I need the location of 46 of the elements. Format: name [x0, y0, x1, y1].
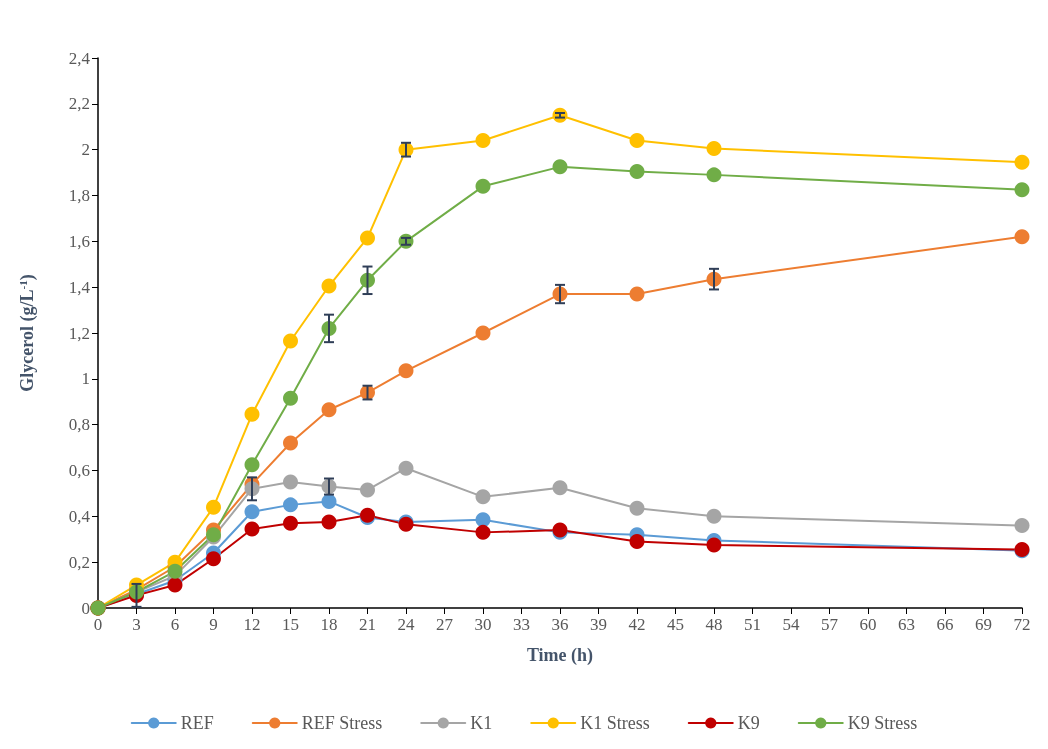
x-tick-label: 48	[705, 615, 723, 634]
x-tick-label: 51	[744, 615, 761, 634]
x-tick-label: 45	[667, 615, 684, 634]
x-tick-label: 6	[170, 615, 180, 634]
y-tick-label: 1,6	[68, 231, 90, 251]
x-tick-label: 30	[474, 615, 492, 634]
legend-label: REF Stress	[301, 713, 383, 733]
legend-label: REF	[180, 713, 214, 733]
x-tick-label: 9	[209, 615, 218, 634]
x-tick-label: 18	[320, 615, 338, 634]
x-axis-title: Time (h)	[526, 645, 594, 666]
y-tick-label: 0	[81, 598, 90, 618]
x-tick-label: 0	[93, 615, 103, 634]
legend-label: K9 Stress	[847, 713, 918, 733]
y-tick-label: 2,4	[68, 48, 91, 68]
y-tick-label: 2,2	[68, 94, 90, 114]
x-tick-label: 12	[243, 615, 261, 634]
y-tick-label: 1,4	[68, 277, 91, 297]
x-tick-label: 42	[628, 615, 646, 634]
x-tick-label: 72	[1013, 615, 1031, 634]
x-tick-label: 24	[397, 615, 415, 634]
x-tick-label: 39	[590, 615, 607, 634]
x-tick-label: 36	[551, 615, 569, 634]
y-tick-label: 2	[81, 140, 90, 160]
y-tick-label: 1	[81, 369, 90, 389]
x-tick-label: 33	[513, 615, 530, 634]
x-tick-label: 3	[132, 615, 141, 634]
x-tick-label: 66	[936, 615, 954, 634]
x-tick-label: 69	[975, 615, 992, 634]
y-tick-label: 1,2	[68, 323, 90, 343]
y-tick-label: 0,6	[68, 461, 90, 480]
x-tick-label: 57	[821, 615, 839, 634]
legend-label: K1 Stress	[580, 713, 650, 733]
x-tick-label: 21	[359, 615, 376, 634]
x-tick-label: 60	[859, 615, 877, 634]
legend-label: K9	[737, 713, 760, 733]
legend-label: K1	[470, 713, 493, 733]
x-tick-label: 54	[782, 615, 800, 634]
y-tick-label: 0,8	[68, 415, 90, 435]
x-tick-label: 63	[898, 615, 915, 634]
y-axis-title: Glycerol (g/L-1)	[16, 274, 38, 392]
y-tick-label: 0,4	[68, 506, 91, 526]
x-tick-label: 15	[282, 615, 299, 634]
y-tick-label: 1,8	[68, 186, 90, 205]
x-tick-label: 27	[436, 615, 454, 634]
y-tick-label: 0,2	[68, 552, 90, 572]
